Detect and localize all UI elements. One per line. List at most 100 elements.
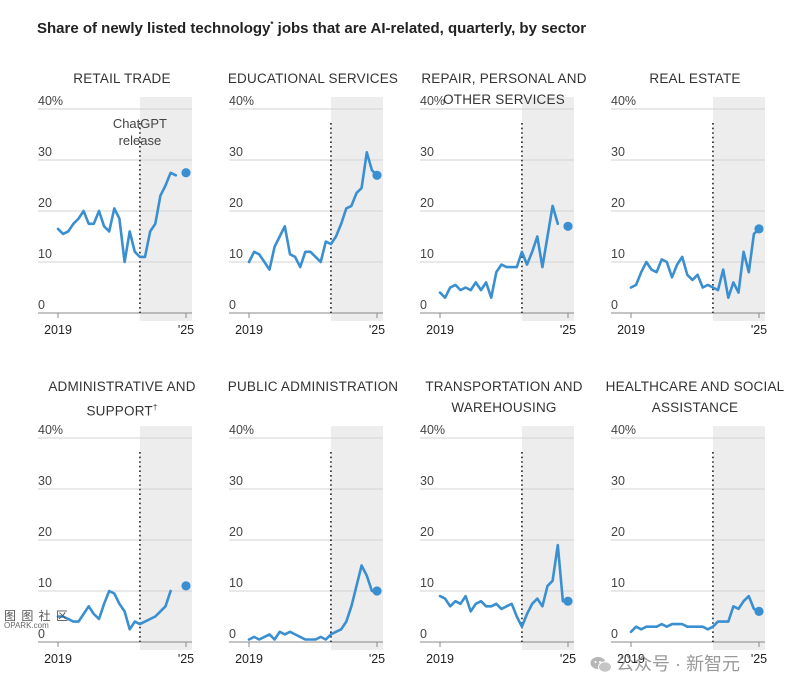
y-tick-label: 0 [420,627,427,641]
endpoint-marker [372,586,382,596]
endpoint-marker [563,596,573,606]
panel-title: HEALTHCARE AND SOCIAL ASSISTANCE [605,379,785,415]
y-tick-label: 0 [38,627,45,641]
y-tick-label: 10 [420,247,434,261]
watermark-left-text: OPARK.com [4,621,49,630]
x-tick-label: 2019 [426,323,454,337]
post-release-shade [712,426,765,650]
endpoint-marker [372,170,382,180]
y-tick-label: 10 [229,247,243,261]
panel-3: 40% 30 20 10 0 2019 '25 [420,94,576,337]
series-line [629,594,761,634]
x-tick-label: '25 [369,323,385,337]
panel-title: TRANSPORTATION AND WAREHOUSING [425,379,583,415]
x-tick-label: 2019 [44,652,72,666]
y-tick-label: 30 [38,145,52,159]
watermark-right-text: 公众号 · 新智元 [616,654,740,674]
x-tick-label: '25 [560,323,576,337]
y-tick-label: 0 [229,298,236,312]
post-release-shade [139,97,192,321]
watermark-left-chars: 图 图 社 区 [4,609,70,623]
y-tick-label: 30 [611,474,625,488]
y-tick-label: 40% [38,94,63,108]
endpoint-marker [181,168,191,178]
y-tick-label: 30 [611,145,625,159]
y-tick-label: 20 [229,525,243,539]
y-tick-label: 10 [611,247,625,261]
y-tick-label: 20 [38,525,52,539]
x-tick-label: 2019 [617,652,645,666]
endpoint-marker [754,224,764,234]
annotation-line1: ChatGPT [113,116,167,131]
y-tick-label: 20 [611,196,625,210]
endpoint-marker [563,221,573,231]
x-tick-label: 2019 [426,652,454,666]
y-tick-label: 0 [611,298,618,312]
watermark-right: 公众号 · 新智元 [590,650,740,676]
y-tick-label: 30 [38,474,52,488]
panel-title: REAL ESTATE [649,71,741,86]
y-tick-label: 0 [229,627,236,641]
x-tick-label: '25 [369,652,385,666]
y-tick-label: 40% [38,423,63,437]
y-tick-label: 40% [420,423,445,437]
panel-title: PUBLIC ADMINISTRATION [227,379,399,394]
panel-7: 40% 30 20 10 0 2019 '25 [420,423,576,666]
post-release-shade [330,426,383,650]
chart-title: Share of newly listed technology* jobs t… [37,20,587,37]
y-tick-label: 30 [420,145,434,159]
watermark-left: 图 图 社 区 OPARK.com [4,609,70,630]
y-tick-label: 30 [420,474,434,488]
y-tick-label: 40% [229,423,254,437]
y-tick-label: 0 [38,298,45,312]
panel-title-footnote-mark: † [152,403,158,412]
series-line [629,227,761,299]
x-tick-label: 2019 [44,323,72,337]
x-tick-label: 2019 [235,652,263,666]
title-footnote-mark: * [270,20,274,29]
y-tick-label: 10 [38,247,52,261]
annotation-line2: release [119,133,162,148]
x-tick-label: 2019 [617,323,645,337]
post-release-shade [330,97,383,321]
panel-8: 40% 30 20 10 0 2019 '25 [611,423,767,666]
y-tick-label: 40% [611,423,636,437]
series-line [247,564,379,641]
y-tick-label: 40% [420,94,445,108]
y-tick-label: 20 [611,525,625,539]
y-tick-label: 20 [38,196,52,210]
panel-4: 40% 30 20 10 0 2019 '25 [611,94,767,337]
panel-6: 40% 30 20 10 0 2019 '25 [229,423,385,666]
post-release-shade [521,97,574,321]
x-tick-label: '25 [560,652,576,666]
post-release-shade [521,426,574,650]
y-tick-label: 10 [38,576,52,590]
x-tick-label: '25 [751,323,767,337]
y-tick-label: 0 [611,627,618,641]
y-tick-label: 10 [420,576,434,590]
y-tick-label: 30 [229,145,243,159]
wechat-icon [590,656,612,674]
y-tick-label: 20 [229,196,243,210]
y-tick-label: 40% [611,94,636,108]
x-tick-label: '25 [178,323,194,337]
series-line [438,543,570,628]
panel-title: EDUCATIONAL SERVICES [227,71,399,86]
x-tick-label: '25 [178,652,194,666]
panel-title: ADMINISTRATIVE AND SUPPORT† [48,379,196,419]
panel-title: REPAIR, PERSONAL AND OTHER SERVICES [421,71,587,107]
y-tick-label: 10 [229,576,243,590]
y-tick-label: 20 [420,196,434,210]
panel-1: 40% 30 20 10 0 2019 '25 [38,94,194,337]
y-tick-label: 40% [229,94,254,108]
y-tick-label: 20 [420,525,434,539]
x-tick-label: '25 [751,652,767,666]
panel-5: 40% 30 20 10 0 2019 '25 [38,423,194,666]
endpoint-marker [181,581,191,591]
post-release-shade [139,426,192,650]
y-tick-label: 10 [611,576,625,590]
panel-2: 40% 30 20 10 0 2019 '25 [229,94,385,337]
x-tick-label: 2019 [235,323,263,337]
endpoint-marker [754,606,764,617]
